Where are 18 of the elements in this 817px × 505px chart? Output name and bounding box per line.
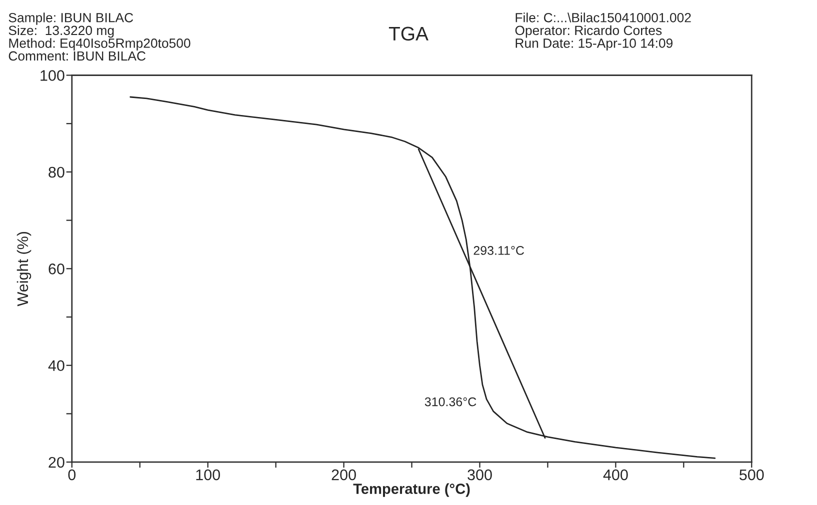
y-tick-label: 60 — [48, 264, 64, 274]
y-tick-label: 40 — [48, 360, 64, 372]
y-tick-label: 20 — [48, 456, 64, 468]
x-tick-label: 500 — [740, 469, 764, 480]
y-tick-label: 100 — [40, 70, 64, 81]
text: Sample: IBUN BILAC Size: 13.3220 mg Method: Eq40Iso5Rmp20to500 Comment: IBUN BILAC — [8, 12, 190, 61]
annotation: 310.36°C — [424, 397, 476, 406]
x-axis-title: Temperature (°C) — [353, 483, 470, 497]
x-tick-label: 100 — [196, 469, 220, 480]
y-axis-title: Weight (%) — [16, 232, 32, 306]
chart-title: TGA — [388, 26, 428, 41]
y-tick-label: 80 — [48, 166, 64, 178]
x-tick-label: 200 — [332, 469, 356, 480]
x-tick-label: 300 — [468, 469, 492, 480]
x-tick-label: 0 — [68, 469, 76, 480]
annotation: 293.11°C — [474, 246, 524, 255]
x-tick-label: 400 — [603, 469, 628, 480]
text: File: C:...\Bilac150410001.002 Operator: Ricardo Cortes Run Date: 15-Apr-10 14:09 — [515, 12, 691, 50]
